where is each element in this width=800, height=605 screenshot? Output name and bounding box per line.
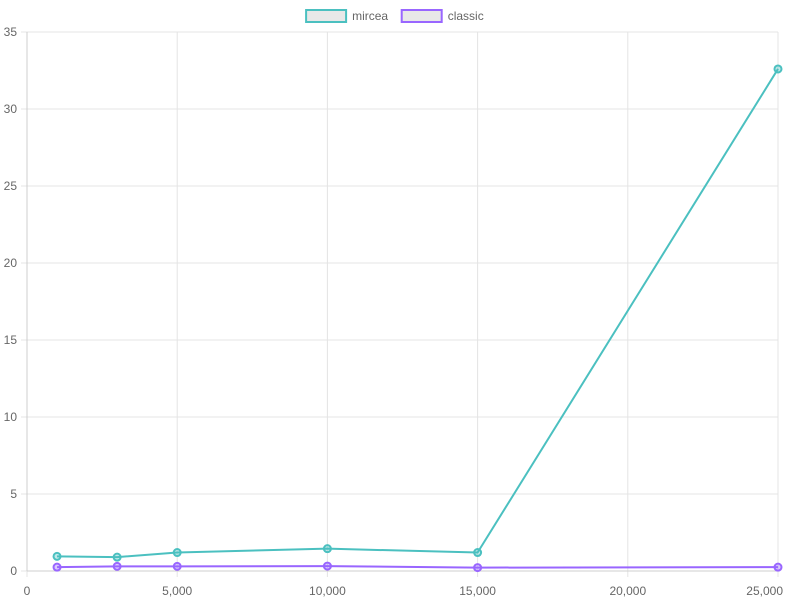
y-tick-label: 25	[4, 179, 18, 193]
series	[52, 64, 783, 573]
legend-label: mircea	[352, 9, 388, 23]
data-point-classic	[172, 561, 182, 571]
y-tick-label: 15	[4, 333, 18, 347]
data-point-mircea	[322, 544, 332, 554]
x-tick-label: 5,000	[162, 584, 192, 598]
data-point-classic	[322, 561, 332, 571]
data-point-mircea	[112, 552, 122, 562]
legend-item-mircea: mircea	[305, 9, 388, 23]
x-tick-label: 10,000	[309, 584, 346, 598]
data-point-mircea	[473, 548, 483, 558]
series-line-mircea	[57, 68, 779, 559]
series-line-classic	[57, 565, 779, 569]
legend: mircea classic	[305, 9, 484, 23]
axes: 0 5,000 10,000 15,000 20,000 25,000 0 5 10 15 20 25…	[4, 25, 784, 598]
data-point-classic	[473, 563, 483, 573]
grid	[21, 31, 779, 577]
data-point-mircea	[773, 64, 783, 74]
x-tick-label: 20,000	[609, 584, 646, 598]
series-classic	[52, 561, 783, 573]
legend-item-classic: classic	[400, 9, 484, 23]
y-tick-label: 30	[4, 102, 18, 116]
y-tick-label: 0	[10, 564, 17, 578]
y-tick-label: 5	[10, 487, 17, 501]
series-mircea	[52, 64, 783, 562]
legend-label: classic	[448, 9, 484, 23]
x-tick-label: 25,000	[746, 584, 783, 598]
x-tick-label: 0	[24, 584, 31, 598]
data-point-classic	[52, 562, 62, 572]
y-tick-label: 35	[4, 25, 18, 39]
legend-swatch	[305, 9, 348, 23]
legend-swatch	[400, 9, 443, 23]
data-point-classic	[112, 561, 122, 571]
x-tick-label: 15,000	[459, 584, 496, 598]
data-point-mircea	[52, 551, 62, 561]
data-point-mircea	[172, 548, 182, 558]
y-tick-label: 20	[4, 256, 18, 270]
data-point-classic	[773, 562, 783, 572]
y-tick-label: 10	[4, 410, 18, 424]
